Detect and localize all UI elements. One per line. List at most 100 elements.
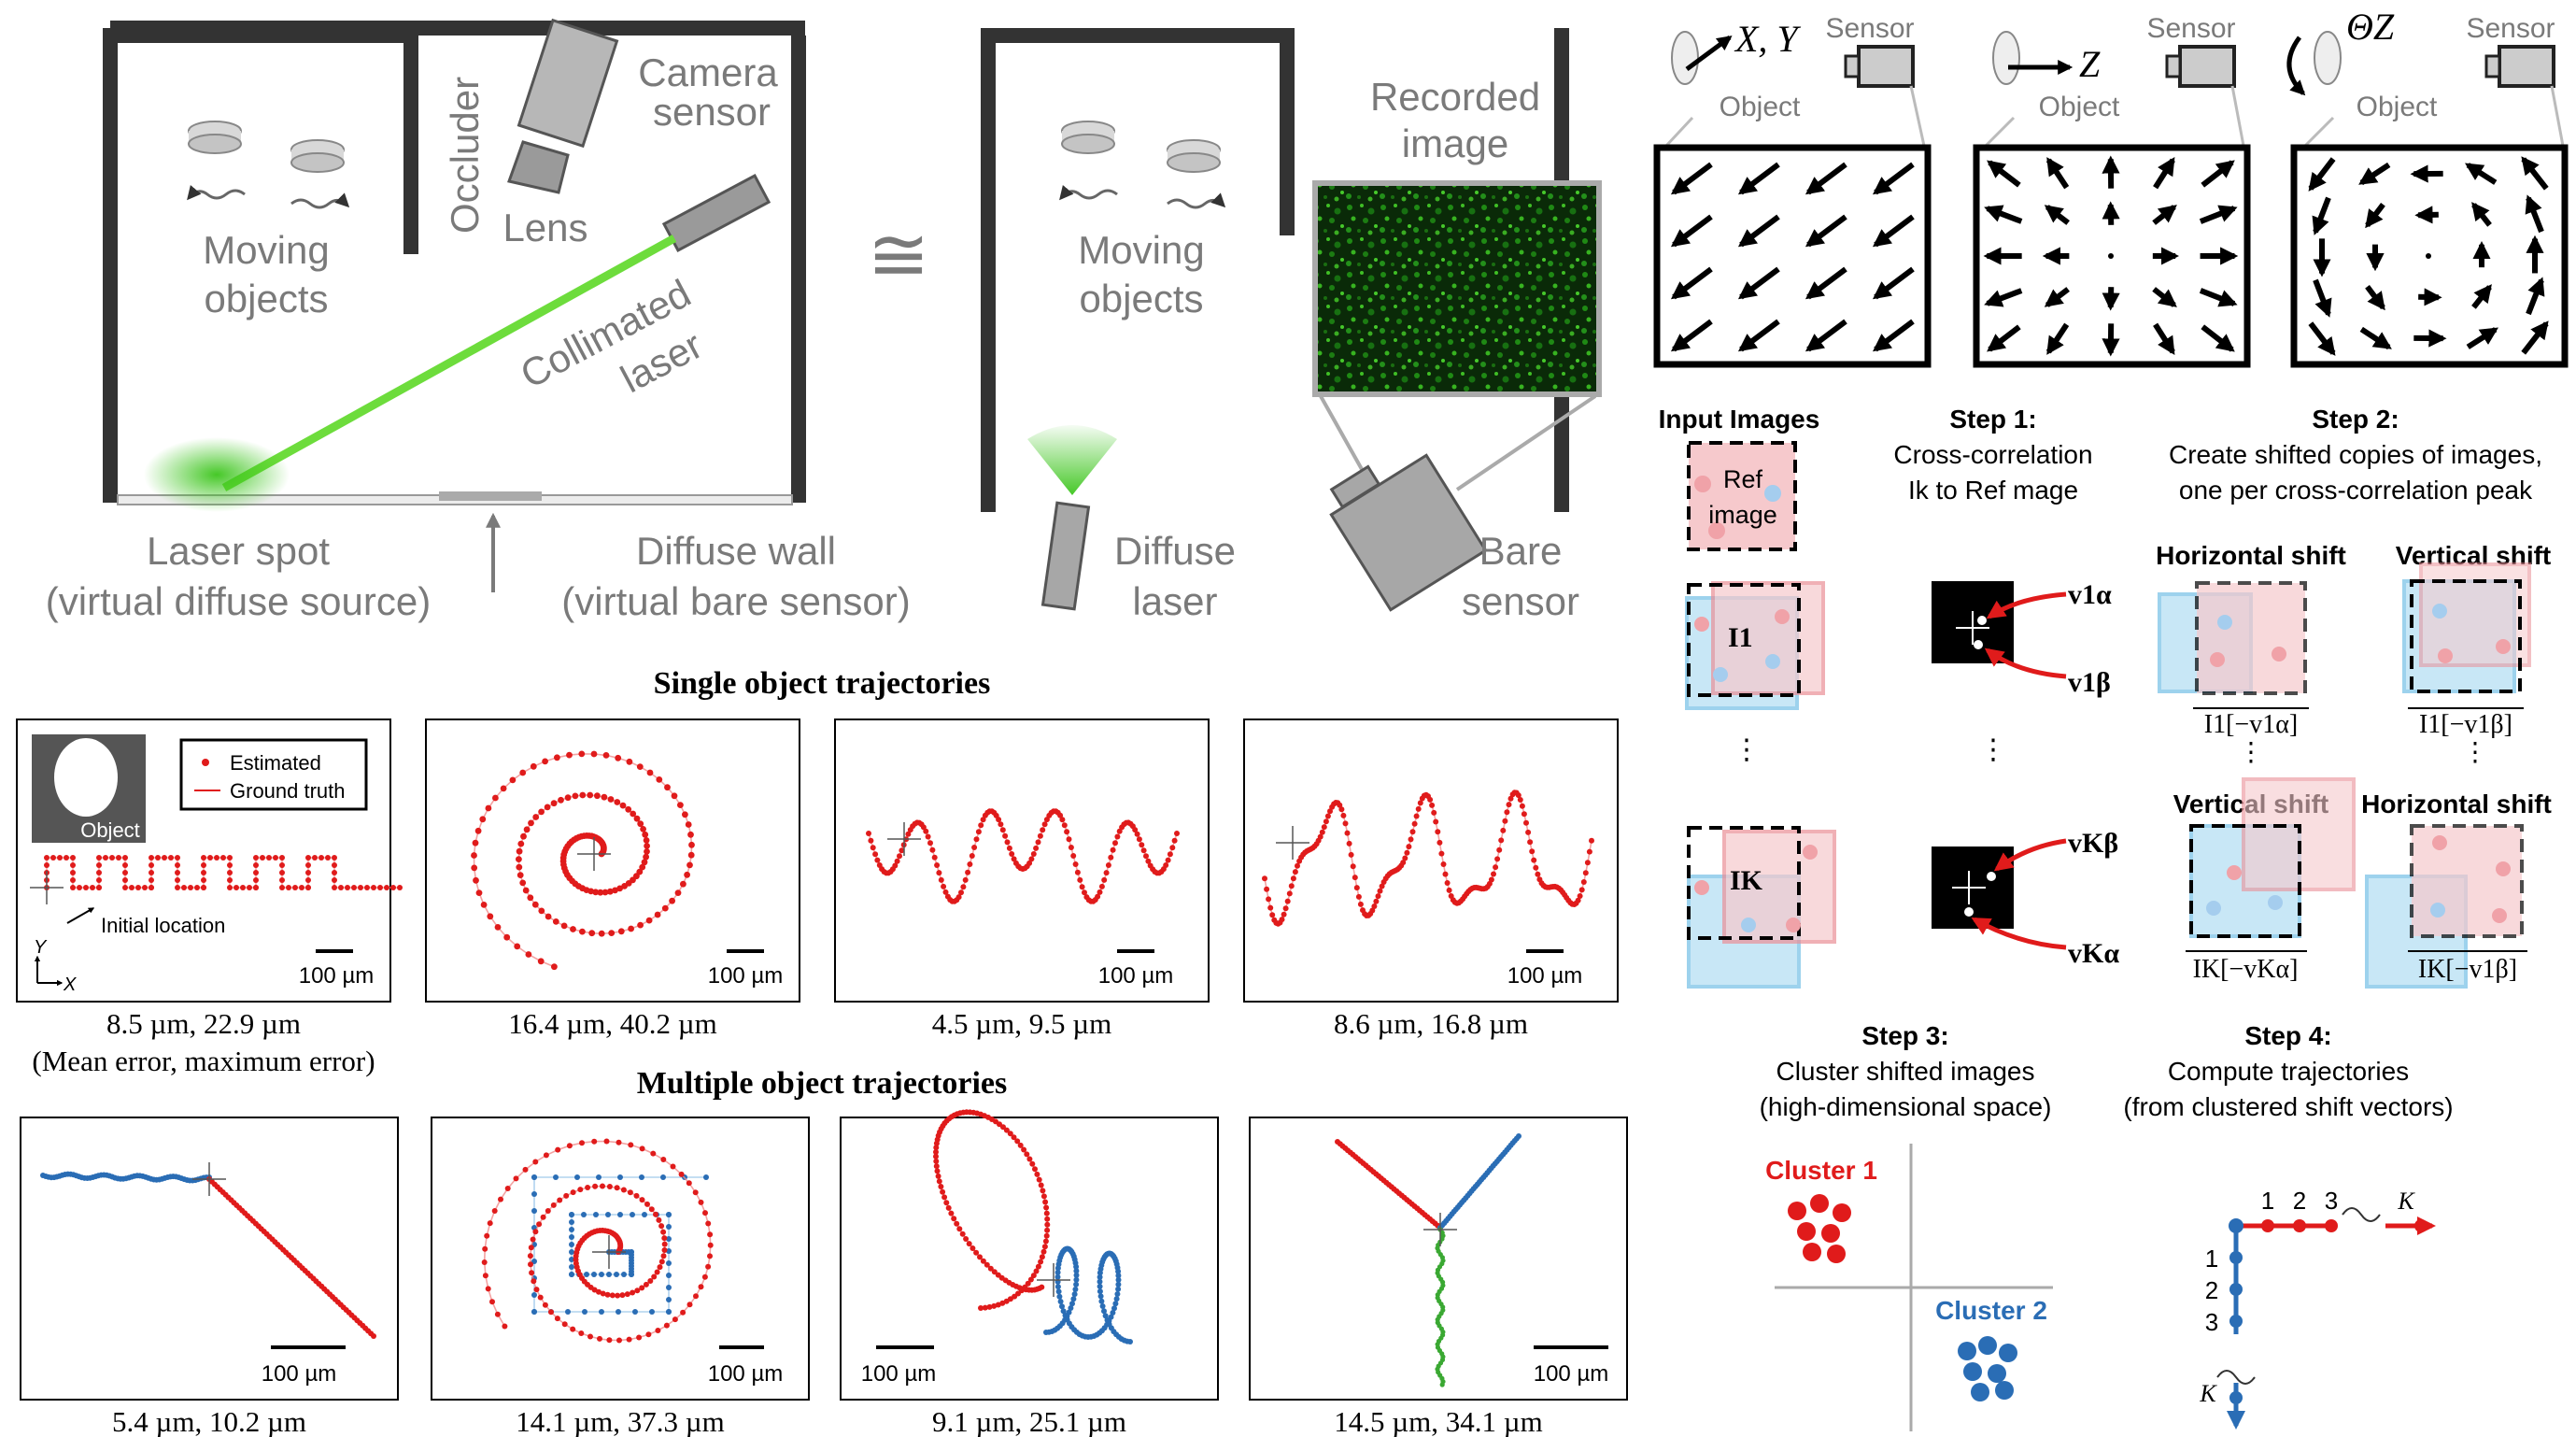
trajectory-dot xyxy=(1097,1283,1103,1289)
cluster-dots xyxy=(1788,1194,2017,1401)
trajectory-dot xyxy=(299,885,304,890)
trajectory-dot xyxy=(1491,871,1496,877)
trajectory-dot xyxy=(606,1337,613,1344)
trajectory-dot xyxy=(574,1174,580,1180)
trajectory-dot xyxy=(609,1292,616,1299)
trajectory-dot xyxy=(480,902,488,908)
trajectory-dot xyxy=(1504,809,1510,816)
approx-symbol: ≅ xyxy=(867,213,929,296)
trajectory-dot xyxy=(305,870,311,875)
trajectory-dot xyxy=(630,810,637,818)
trajectory-dot xyxy=(899,847,905,854)
trajectory-dot xyxy=(537,1294,544,1301)
trajectory-dot xyxy=(603,1138,610,1145)
cluster1-dot xyxy=(1827,1245,1846,1263)
field-arrow xyxy=(1872,214,1915,248)
field-arrow xyxy=(2521,320,2549,355)
cluster1-dot xyxy=(1797,1222,1816,1241)
trajectory-dot xyxy=(1039,1284,1045,1290)
wall-patch xyxy=(439,491,542,501)
trajectory-dot xyxy=(1409,829,1416,835)
trajectory-dot xyxy=(627,1189,633,1196)
trajectory-dot xyxy=(1074,869,1081,875)
shifted-1a: I1[−v1α] xyxy=(2158,581,2309,739)
trajectory-dot xyxy=(1057,812,1064,818)
collimated-laser-icon xyxy=(661,174,771,252)
trajectory-dot xyxy=(1062,1312,1069,1318)
trajectory-dot xyxy=(616,1337,622,1344)
single-error-1: 8.5 µm, 22.9 µm xyxy=(106,1007,301,1040)
trajectory-dot xyxy=(1584,860,1591,866)
trajectory-dot xyxy=(666,1212,672,1217)
trajectory-dot xyxy=(868,837,874,844)
trajectory-dot xyxy=(1097,1270,1103,1276)
traj-h-2: 2 xyxy=(2293,1187,2306,1215)
trajectory-dot xyxy=(614,1185,620,1191)
trajectory-dot xyxy=(149,855,154,861)
object-icons-left xyxy=(187,121,350,209)
trajectory-dot xyxy=(933,1145,940,1151)
trajectory-dot xyxy=(1068,845,1074,850)
trajectory-dot xyxy=(1379,883,1385,889)
trajectory-dot xyxy=(636,1334,643,1341)
field-arrow xyxy=(2152,205,2177,225)
trajectory-dot xyxy=(870,845,876,851)
trajectory-dot xyxy=(1519,803,1525,809)
trajectory-dot xyxy=(253,877,259,883)
multiple-panels xyxy=(20,1109,1628,1401)
trajectory-dot xyxy=(666,1309,672,1315)
trajectory-dot xyxy=(312,855,318,861)
single-panel-3 xyxy=(834,718,1210,1003)
trajectory-dot xyxy=(701,1273,708,1280)
trajectory-dot xyxy=(1014,1138,1021,1145)
trajectory-dot xyxy=(933,1158,940,1164)
trajectory-dot xyxy=(116,855,121,861)
label2-moving-1: Moving xyxy=(1078,228,1204,272)
field-arrow xyxy=(2359,326,2392,350)
error-note: (Mean error, maximum error) xyxy=(32,1045,375,1077)
trajectory-dot xyxy=(633,1192,640,1199)
trajectory-dot xyxy=(591,1138,598,1145)
trajectory-dot xyxy=(666,1297,672,1302)
trajectory-dot xyxy=(1521,811,1527,818)
trajectory-dot xyxy=(648,1206,655,1213)
recorded-image xyxy=(1312,180,1602,397)
scale-bar-m1: 100 µm xyxy=(262,1345,346,1387)
trajectory-dot xyxy=(617,1174,623,1180)
trajectory-dot xyxy=(1355,893,1362,900)
scale-label-m2: 100 µm xyxy=(708,1361,784,1387)
field-arrow xyxy=(2199,205,2238,224)
trajectory-dot xyxy=(657,1264,663,1271)
trajectory-dot xyxy=(978,1305,984,1311)
trajectory-dot xyxy=(207,855,213,861)
trajectory-dot xyxy=(956,1226,963,1232)
trajectory-dot xyxy=(945,1204,952,1211)
single-panels: Object Estimated Ground truth Initial lo… xyxy=(16,718,1619,1003)
label-camera-2: sensor xyxy=(653,90,771,134)
shifted-kb: IK[−v1β] xyxy=(2365,824,2527,989)
trajectory-dot xyxy=(1061,822,1068,829)
trajectory-dot xyxy=(1097,1278,1103,1285)
trajectory-dot xyxy=(685,821,692,828)
trajectory-dot xyxy=(364,885,370,890)
trajectory-dot xyxy=(626,758,633,765)
trajectory-dot xyxy=(615,1292,621,1299)
trajectory-dot xyxy=(96,877,102,883)
trajectory-dot xyxy=(557,1197,563,1203)
trajectory-dot xyxy=(1439,1382,1445,1387)
trajectory-dot xyxy=(1337,802,1343,808)
trajectory-dot xyxy=(77,885,82,890)
trajectory-dot xyxy=(894,858,900,864)
trajectory-dot xyxy=(537,958,545,965)
trajectory-dot xyxy=(472,839,479,847)
trajectory-dot xyxy=(175,855,180,861)
trajectory-dot xyxy=(1353,885,1360,891)
trajectory-dot xyxy=(531,1208,537,1214)
trajectory-dot xyxy=(931,854,938,861)
trajectory-dot xyxy=(1042,1238,1049,1245)
trajectory-dot xyxy=(1077,876,1083,883)
trajectory-dot xyxy=(253,885,259,890)
trajectory-dot xyxy=(266,855,272,861)
trajectory-dot xyxy=(601,793,608,801)
trajectory-dot xyxy=(253,855,259,861)
